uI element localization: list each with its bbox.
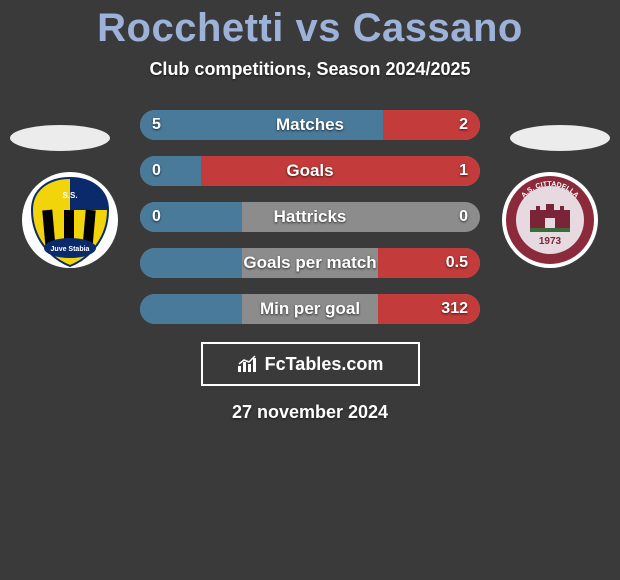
left-ellipse — [10, 125, 110, 151]
stat-row: 0.5Goals per match — [140, 248, 480, 278]
comparison-card: Rocchetti vs Cassano Club competitions, … — [0, 0, 620, 580]
stat-row: 312Min per goal — [140, 294, 480, 324]
stat-row: 52Matches — [140, 110, 480, 140]
brand-text: FcTables.com — [265, 354, 384, 375]
stat-label: Hattricks — [140, 202, 480, 232]
stat-label: Goals — [140, 156, 480, 186]
stat-label: Matches — [140, 110, 480, 140]
date-text: 27 november 2024 — [0, 402, 620, 423]
chart-icon — [237, 355, 259, 373]
stat-row: 01Goals — [140, 156, 480, 186]
stat-label: Min per goal — [140, 294, 480, 324]
right-club-crest: 1973 A.S. CITTADELLA — [500, 170, 600, 270]
right-ellipse — [510, 125, 610, 151]
svg-text:S.S.: S.S. — [62, 191, 77, 200]
stat-row: 00Hattricks — [140, 202, 480, 232]
subtitle: Club competitions, Season 2024/2025 — [0, 59, 620, 80]
svg-text:Juve Stabia: Juve Stabia — [51, 246, 90, 253]
left-club-crest: S.S. Juve Stabia — [20, 170, 120, 270]
page-title: Rocchetti vs Cassano — [0, 0, 620, 51]
brand-box[interactable]: FcTables.com — [201, 342, 420, 386]
stat-label: Goals per match — [140, 248, 480, 278]
svg-text:1973: 1973 — [539, 236, 562, 247]
